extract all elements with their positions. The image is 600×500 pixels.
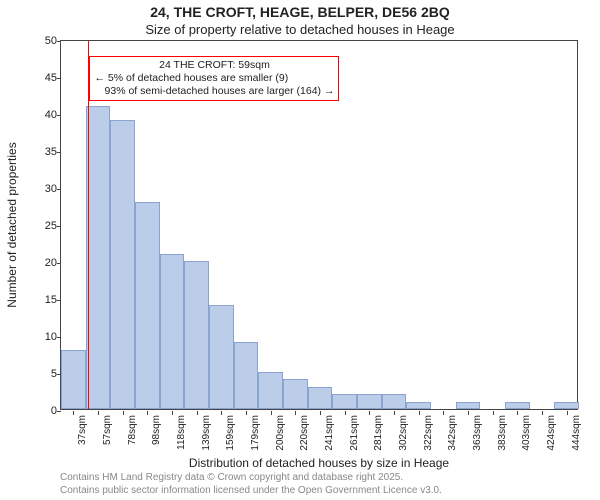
x-tick-mark xyxy=(493,411,494,415)
footer-line2: Contains public sector information licen… xyxy=(60,485,442,496)
y-tick-mark xyxy=(57,78,61,79)
y-tick-label: 15 xyxy=(45,294,57,306)
x-tick-label: 78sqm xyxy=(127,415,138,445)
y-tick-label: 25 xyxy=(45,220,57,232)
x-tick-label: 37sqm xyxy=(77,415,88,445)
x-tick-label: 179sqm xyxy=(250,415,261,451)
footer-line1: Contains HM Land Registry data © Crown c… xyxy=(60,472,403,483)
x-tick-mark xyxy=(221,411,222,415)
annotation-line2: ← 5% of detached houses are smaller (9) xyxy=(94,72,334,85)
histogram-bar xyxy=(283,379,308,409)
histogram-bar xyxy=(505,402,530,409)
y-axis-label: Number of detached properties xyxy=(5,142,19,307)
chart-container: 24, THE CROFT, HEAGE, BELPER, DE56 2BQ S… xyxy=(0,0,600,500)
x-tick-label: 281sqm xyxy=(373,415,384,451)
x-tick-mark xyxy=(443,411,444,415)
x-tick-mark xyxy=(73,411,74,415)
x-tick-label: 363sqm xyxy=(472,415,483,451)
y-tick-label: 10 xyxy=(45,331,57,343)
histogram-bar xyxy=(234,342,259,409)
y-tick-label: 5 xyxy=(51,368,57,380)
y-tick-label: 35 xyxy=(45,146,57,158)
x-tick-label: 424sqm xyxy=(546,415,557,451)
histogram-bar xyxy=(456,402,481,409)
y-tick-label: 50 xyxy=(45,35,57,47)
y-tick-mark xyxy=(57,300,61,301)
histogram-bar xyxy=(258,372,283,409)
x-tick-label: 403sqm xyxy=(521,415,532,451)
histogram-bar xyxy=(209,305,234,409)
footer-attribution: Contains HM Land Registry data © Crown c… xyxy=(60,472,442,497)
x-axis-label: Distribution of detached houses by size … xyxy=(189,456,449,470)
x-tick-mark xyxy=(567,411,568,415)
y-tick-mark xyxy=(57,263,61,264)
histogram-bar xyxy=(382,394,407,409)
y-tick-label: 45 xyxy=(45,72,57,84)
histogram-bar xyxy=(406,402,431,409)
x-tick-label: 200sqm xyxy=(275,415,286,451)
x-tick-mark xyxy=(172,411,173,415)
x-tick-label: 98sqm xyxy=(151,415,162,445)
x-tick-label: 139sqm xyxy=(201,415,212,451)
x-tick-mark xyxy=(246,411,247,415)
y-tick-label: 20 xyxy=(45,257,57,269)
x-tick-label: 220sqm xyxy=(299,415,310,451)
x-tick-mark xyxy=(98,411,99,415)
x-tick-mark xyxy=(369,411,370,415)
x-tick-mark xyxy=(271,411,272,415)
x-tick-mark xyxy=(419,411,420,415)
x-tick-label: 383sqm xyxy=(497,415,508,451)
histogram-bar xyxy=(61,350,86,409)
x-tick-mark xyxy=(394,411,395,415)
x-tick-label: 261sqm xyxy=(349,415,360,451)
x-tick-label: 342sqm xyxy=(447,415,458,451)
histogram-bar xyxy=(135,202,160,409)
x-tick-mark xyxy=(517,411,518,415)
x-tick-mark xyxy=(542,411,543,415)
y-tick-mark xyxy=(57,337,61,338)
histogram-bar xyxy=(184,261,209,409)
x-tick-mark xyxy=(468,411,469,415)
x-tick-label: 302sqm xyxy=(398,415,409,451)
histogram-bar xyxy=(86,106,111,409)
y-tick-mark xyxy=(57,152,61,153)
y-tick-mark xyxy=(57,189,61,190)
x-tick-label: 118sqm xyxy=(176,415,187,450)
x-tick-label: 57sqm xyxy=(102,415,113,445)
y-tick-label: 40 xyxy=(45,109,57,121)
x-tick-mark xyxy=(123,411,124,415)
x-tick-label: 322sqm xyxy=(423,415,434,451)
histogram-bar xyxy=(332,394,357,409)
y-tick-label: 30 xyxy=(45,183,57,195)
x-tick-label: 241sqm xyxy=(324,415,335,451)
y-tick-mark xyxy=(57,226,61,227)
x-tick-label: 444sqm xyxy=(571,415,582,451)
x-tick-mark xyxy=(345,411,346,415)
y-tick-mark xyxy=(57,411,61,412)
x-tick-label: 159sqm xyxy=(225,415,236,451)
histogram-bar xyxy=(308,387,333,409)
y-tick-mark xyxy=(57,115,61,116)
annotation-box: 24 THE CROFT: 59sqm← 5% of detached hous… xyxy=(89,56,339,101)
histogram-bar xyxy=(160,254,185,409)
y-tick-label: 0 xyxy=(51,405,57,417)
x-tick-mark xyxy=(197,411,198,415)
chart-title: 24, THE CROFT, HEAGE, BELPER, DE56 2BQ xyxy=(0,0,600,22)
histogram-bar xyxy=(110,120,135,409)
histogram-bar xyxy=(554,402,579,409)
x-tick-mark xyxy=(147,411,148,415)
x-tick-mark xyxy=(320,411,321,415)
y-tick-mark xyxy=(57,41,61,42)
histogram-bar xyxy=(357,394,382,409)
annotation-line1: 24 THE CROFT: 59sqm xyxy=(94,59,334,72)
plot-area: 0510152025303540455037sqm57sqm78sqm98sqm… xyxy=(60,40,578,410)
x-tick-mark xyxy=(295,411,296,415)
annotation-line3: 93% of semi-detached houses are larger (… xyxy=(94,85,334,98)
chart-subtitle: Size of property relative to detached ho… xyxy=(0,22,600,37)
